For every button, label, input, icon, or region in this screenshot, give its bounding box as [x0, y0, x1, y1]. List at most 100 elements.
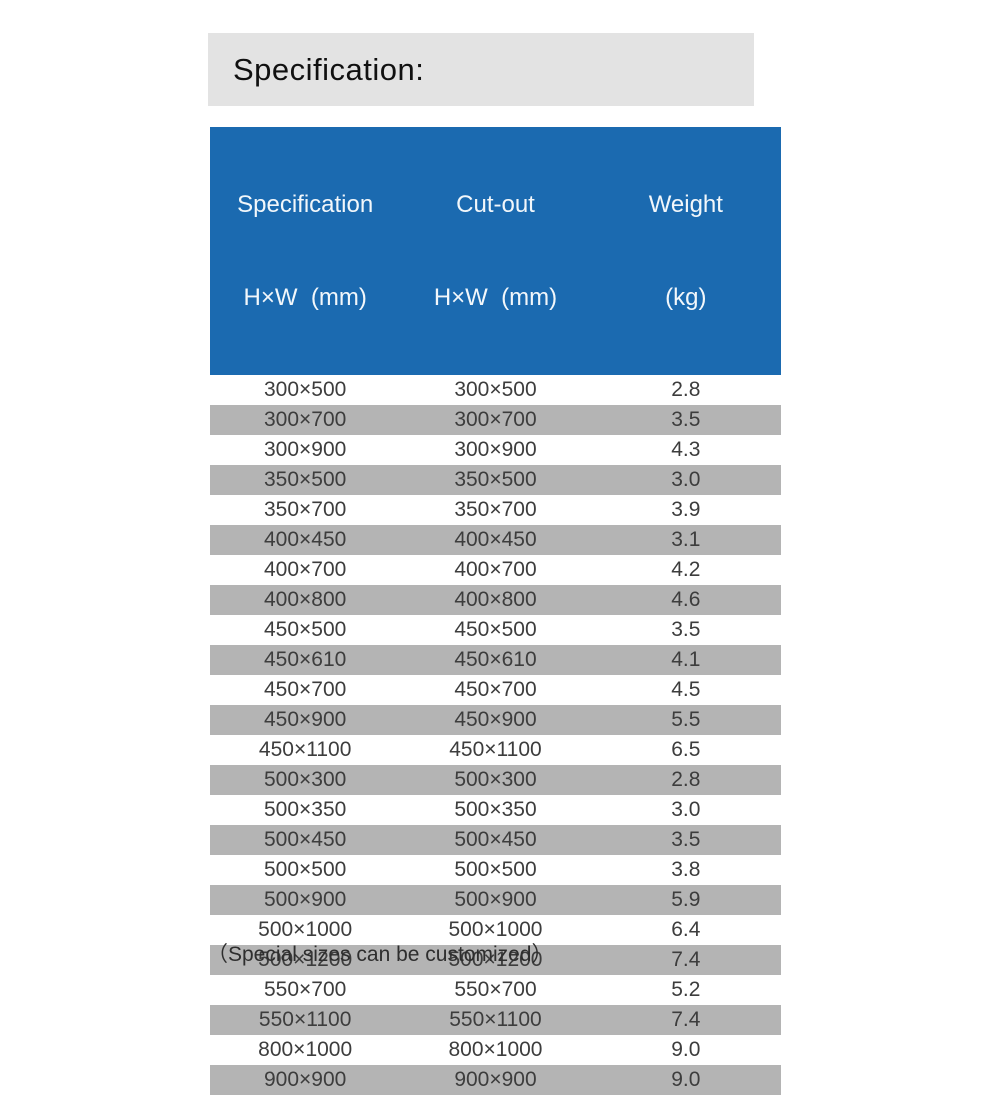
spec-cell: 300×700: [210, 405, 401, 435]
table-row: 900×900 900×900 9.0: [210, 1065, 781, 1095]
cutout-cell: 500×350: [400, 795, 591, 825]
section-title: Specification:: [233, 51, 425, 87]
weight-cell: 3.5: [590, 405, 781, 435]
spec-table-body: 300×500 300×500 2.8 300×700 300×700 3.5 300×90…: [210, 375, 781, 1095]
table-row: 500×350 500×350 3.0: [210, 795, 781, 825]
weight-cell: 7.4: [590, 1005, 781, 1035]
spec-cell: 400×450: [210, 525, 401, 555]
table-row: 300×700 300×700 3.5: [210, 405, 781, 435]
cutout-cell: 450×1100: [400, 735, 591, 765]
table-row: 550×700 550×700 5.2: [210, 975, 781, 1005]
cutout-cell: 500×450: [400, 825, 591, 855]
weight-cell: 2.8: [590, 765, 781, 795]
weight-cell: 7.4: [590, 945, 781, 975]
weight-cell: 4.1: [590, 645, 781, 675]
cutout-cell: 800×1000: [400, 1035, 591, 1065]
spec-cell: 900×900: [210, 1065, 401, 1095]
weight-cell: 3.0: [590, 795, 781, 825]
spec-cell: 450×500: [210, 615, 401, 645]
table-row: 450×900 450×900 5.5: [210, 705, 781, 735]
weight-cell: 6.4: [590, 915, 781, 945]
table-row: 300×500 300×500 2.8: [210, 375, 781, 405]
spec-cell: 500×450: [210, 825, 401, 855]
cutout-cell: 350×500: [400, 465, 591, 495]
specification-table: Specification H×W (mm) Cut-out H×W (mm) …: [210, 127, 781, 1095]
cutout-cell: 500×900: [400, 885, 591, 915]
spec-cell: 350×500: [210, 465, 401, 495]
cutout-cell: 300×700: [400, 405, 591, 435]
table-row: 400×450 400×450 3.1: [210, 525, 781, 555]
table-row: 450×1100 450×1100 6.5: [210, 735, 781, 765]
spec-cell: 500×500: [210, 855, 401, 885]
weight-cell: 3.9: [590, 495, 781, 525]
weight-cell: 9.0: [590, 1065, 781, 1095]
spec-cell: 550×1100: [210, 1005, 401, 1035]
table-row: 500×900 500×900 5.9: [210, 885, 781, 915]
table-row: 500×500 500×500 3.8: [210, 855, 781, 885]
weight-cell: 4.5: [590, 675, 781, 705]
cutout-cell: 400×800: [400, 585, 591, 615]
spec-cell: 300×500: [210, 375, 401, 405]
weight-cell: 5.2: [590, 975, 781, 1005]
table-row: 500×1200 500×1200 7.4: [210, 945, 781, 975]
spec-cell: 800×1000: [210, 1035, 401, 1065]
table-row: 500×300 500×300 2.8: [210, 765, 781, 795]
cutout-cell: 500×300: [400, 765, 591, 795]
table-row: 450×500 450×500 3.5: [210, 615, 781, 645]
cutout-cell: 450×900: [400, 705, 591, 735]
page: Specification: Specification H×W (mm) Cu…: [207, 33, 781, 1095]
spec-cell: 500×1000: [210, 915, 401, 945]
table-row: 300×900 300×900 4.3: [210, 435, 781, 465]
cutout-cell: 500×1200: [400, 945, 591, 975]
table-row: 400×700 400×700 4.2: [210, 555, 781, 585]
column-header-line2: H×W (mm): [243, 284, 367, 311]
weight-cell: 2.8: [590, 375, 781, 405]
cutout-cell: 900×900: [400, 1065, 591, 1095]
spec-cell: 300×900: [210, 435, 401, 465]
spec-cell: 500×900: [210, 885, 401, 915]
table-row: 500×450 500×450 3.5: [210, 825, 781, 855]
weight-cell: 3.1: [590, 525, 781, 555]
cutout-cell: 350×700: [400, 495, 591, 525]
table-row: 350×500 350×500 3.0: [210, 465, 781, 495]
spec-cell: 400×800: [210, 585, 401, 615]
spec-cell: 350×700: [210, 495, 401, 525]
column-header-specification: Specification H×W (mm): [210, 127, 401, 375]
column-header-line2: H×W (mm): [433, 284, 558, 311]
weight-cell: 3.5: [590, 615, 781, 645]
spec-cell: 400×700: [210, 555, 401, 585]
column-header-weight: Weight (kg): [590, 127, 781, 375]
weight-cell: 3.0: [590, 465, 781, 495]
column-header-line1: Specification: [237, 191, 374, 218]
table-row: 800×1000 800×1000 9.0: [210, 1035, 781, 1065]
cutout-cell: 400×450: [400, 525, 591, 555]
weight-cell: 5.5: [590, 705, 781, 735]
table-row: 450×610 450×610 4.1: [210, 645, 781, 675]
weight-cell: 9.0: [590, 1035, 781, 1065]
spec-cell: 500×300: [210, 765, 401, 795]
cutout-cell: 450×500: [400, 615, 591, 645]
cutout-cell: 450×700: [400, 675, 591, 705]
column-header-line2: (kg): [665, 284, 707, 311]
spec-cell: 500×350: [210, 795, 401, 825]
weight-cell: 5.9: [590, 885, 781, 915]
spec-cell: 450×610: [210, 645, 401, 675]
weight-cell: 3.8: [590, 855, 781, 885]
table-header: Specification H×W (mm) Cut-out H×W (mm) …: [210, 127, 781, 375]
cutout-cell: 500×500: [400, 855, 591, 885]
column-header-line1: Weight: [648, 191, 723, 218]
weight-cell: 4.6: [590, 585, 781, 615]
cutout-cell: 550×700: [400, 975, 591, 1005]
table-row: 400×800 400×800 4.6: [210, 585, 781, 615]
weight-cell: 4.3: [590, 435, 781, 465]
spec-cell: 500×1200: [210, 945, 401, 975]
table-header-row: Specification H×W (mm) Cut-out H×W (mm) …: [210, 127, 781, 375]
table-row: 350×700 350×700 3.9: [210, 495, 781, 525]
table-row: 450×700 450×700 4.5: [210, 675, 781, 705]
cutout-cell: 500×1000: [400, 915, 591, 945]
cutout-cell: 300×500: [400, 375, 591, 405]
weight-cell: 3.5: [590, 825, 781, 855]
cutout-cell: 550×1100: [400, 1005, 591, 1035]
cutout-cell: 450×610: [400, 645, 591, 675]
column-header-line1: Cut-out: [456, 191, 535, 218]
